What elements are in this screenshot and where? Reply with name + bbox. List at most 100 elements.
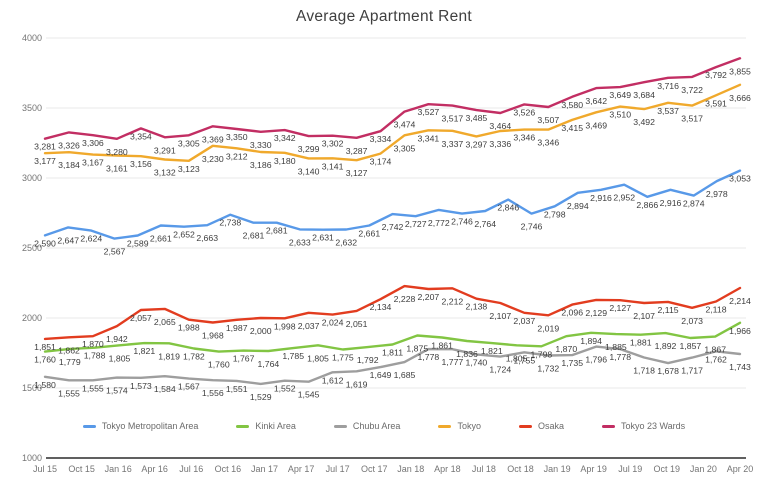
data-label-kinki-area: 1,805 xyxy=(307,353,329,363)
data-label-kinki-area: 1,805 xyxy=(506,353,528,363)
data-label-chubu-area: 1,545 xyxy=(298,390,320,400)
series-line-tokyo xyxy=(43,83,742,162)
data-label-chubu-area: 1,555 xyxy=(58,388,80,398)
data-label-osaka: 2,096 xyxy=(561,308,583,318)
legend-item-tokyo[interactable]: Tokyo xyxy=(438,421,481,431)
data-label-chubu-area: 1,580 xyxy=(34,380,56,390)
legend-label: Kinki Area xyxy=(255,421,296,431)
data-label-tokyo-23-wards: 3,517 xyxy=(442,114,464,124)
data-label-tokyo-metropolitan-area: 2,894 xyxy=(567,201,589,211)
data-label-chubu-area: 1,717 xyxy=(681,366,703,376)
legend-item-kinki-area[interactable]: Kinki Area xyxy=(236,421,296,431)
data-label-kinki-area: 1,885 xyxy=(605,342,627,352)
x-axis-tick-label: Oct 16 xyxy=(215,464,242,474)
data-label-kinki-area: 1,875 xyxy=(406,344,428,354)
data-label-tokyo: 3,127 xyxy=(346,168,368,178)
legend-item-tokyo-metropolitan-area[interactable]: Tokyo Metropolitan Area xyxy=(82,421,198,431)
x-axis-tick-label: Jan 16 xyxy=(105,464,132,474)
data-label-tokyo-metropolitan-area: 2,661 xyxy=(150,234,172,244)
data-label-tokyo: 3,666 xyxy=(729,93,751,103)
data-label-osaka: 2,051 xyxy=(346,319,368,329)
data-label-kinki-area: 1,764 xyxy=(258,359,280,369)
data-label-tokyo: 3,141 xyxy=(322,161,344,171)
data-label-chubu-area: 1,555 xyxy=(82,383,104,393)
x-axis-tick-label: Jan 17 xyxy=(251,464,278,474)
data-label-tokyo: 3,341 xyxy=(418,133,440,143)
x-axis-tick-label: Jul 19 xyxy=(618,464,642,474)
legend-dash-icon xyxy=(518,424,532,428)
legend-item-osaka[interactable]: Osaka xyxy=(518,421,564,431)
data-label-tokyo-metropolitan-area: 2,764 xyxy=(474,219,496,229)
data-label-tokyo-23-wards: 3,855 xyxy=(729,66,751,76)
data-label-tokyo: 3,492 xyxy=(633,117,655,127)
data-label-chubu-area: 1,529 xyxy=(250,392,272,402)
data-label-tokyo-23-wards: 3,354 xyxy=(130,131,152,141)
data-label-chubu-area: 1,778 xyxy=(418,352,440,362)
data-label-osaka: 2,107 xyxy=(489,311,511,321)
data-label-tokyo-23-wards: 3,330 xyxy=(250,140,272,150)
data-label-tokyo-23-wards: 3,299 xyxy=(298,144,320,154)
legend-dash-icon xyxy=(236,424,250,428)
data-label-kinki-area: 1,870 xyxy=(555,344,577,354)
data-label-kinki-area: 1,785 xyxy=(282,351,304,361)
data-label-kinki-area: 1,788 xyxy=(84,351,106,361)
data-label-tokyo-23-wards: 3,684 xyxy=(633,90,655,100)
data-label-tokyo-metropolitan-area: 2,624 xyxy=(80,234,102,244)
data-label-tokyo-metropolitan-area: 2,798 xyxy=(544,209,566,219)
data-label-osaka: 1,998 xyxy=(274,321,296,331)
data-label-kinki-area: 1,867 xyxy=(704,345,726,355)
data-label-chubu-area: 1,732 xyxy=(537,364,559,374)
data-label-kinki-area: 1,892 xyxy=(655,341,677,351)
data-label-tokyo: 3,591 xyxy=(705,98,727,108)
legend-label: Osaka xyxy=(537,421,564,431)
x-axis-tick-label: Apr 18 xyxy=(434,464,461,474)
legend-item-tokyo-23-wards[interactable]: Tokyo 23 Wards xyxy=(601,421,686,431)
data-label-chubu-area: 1,724 xyxy=(489,365,511,375)
data-label-tokyo-metropolitan-area: 2,738 xyxy=(219,218,241,228)
data-label-osaka: 2,024 xyxy=(322,318,344,328)
data-label-tokyo-23-wards: 3,649 xyxy=(609,90,631,100)
data-label-tokyo-23-wards: 3,305 xyxy=(178,138,200,148)
data-label-tokyo: 3,415 xyxy=(561,123,583,133)
y-axis-tick-label: 1500 xyxy=(22,383,42,393)
data-label-chubu-area: 1,567 xyxy=(178,382,200,392)
data-label-tokyo-23-wards: 3,350 xyxy=(226,132,248,142)
data-label-osaka: 2,134 xyxy=(370,302,392,312)
data-label-tokyo-23-wards: 3,326 xyxy=(58,140,80,150)
data-label-osaka: 2,115 xyxy=(658,305,679,315)
data-label-osaka: 2,065 xyxy=(154,317,176,327)
y-axis-tick-label: 3500 xyxy=(22,103,42,113)
x-axis-tick-label: Apr 17 xyxy=(288,464,315,474)
data-label-kinki-area: 1,811 xyxy=(382,348,403,358)
data-label-chubu-area: 1,762 xyxy=(705,354,727,364)
data-label-kinki-area: 1,782 xyxy=(183,352,205,362)
data-label-chubu-area: 1,619 xyxy=(346,379,368,389)
data-label-tokyo-23-wards: 3,281 xyxy=(34,142,56,152)
data-label-kinki-area: 1,894 xyxy=(580,336,602,346)
data-label-kinki-area: 1,861 xyxy=(431,341,453,351)
legend-item-chubu-area[interactable]: Chubu Area xyxy=(333,421,400,431)
data-label-osaka: 1,988 xyxy=(178,323,200,333)
x-axis-tick-label: Jul 16 xyxy=(179,464,203,474)
data-label-osaka: 2,127 xyxy=(609,303,631,313)
data-label-tokyo-metropolitan-area: 2,916 xyxy=(590,193,612,203)
x-axis-tick-label: Oct 19 xyxy=(654,464,681,474)
data-label-kinki-area: 1,779 xyxy=(59,357,81,367)
data-label-tokyo-23-wards: 3,342 xyxy=(274,133,296,143)
data-label-tokyo: 3,469 xyxy=(585,120,607,130)
data-label-tokyo-metropolitan-area: 3,053 xyxy=(729,174,751,184)
data-label-kinki-area: 1,775 xyxy=(332,353,354,363)
data-label-tokyo-23-wards: 3,334 xyxy=(370,134,392,144)
data-label-osaka: 1,968 xyxy=(202,331,224,341)
data-label-tokyo-23-wards: 3,287 xyxy=(346,146,368,156)
data-label-kinki-area: 1,881 xyxy=(630,338,652,348)
data-label-chubu-area: 1,718 xyxy=(633,366,655,376)
x-axis-tick-label: Apr 16 xyxy=(141,464,168,474)
x-axis-tick-label: Jul 17 xyxy=(326,464,350,474)
data-label-tokyo: 3,132 xyxy=(154,168,176,178)
data-label-osaka: 2,057 xyxy=(130,313,152,323)
data-label-tokyo: 3,167 xyxy=(82,158,104,168)
data-label-osaka: 2,207 xyxy=(418,292,440,302)
legend-label: Tokyo 23 Wards xyxy=(620,421,686,431)
